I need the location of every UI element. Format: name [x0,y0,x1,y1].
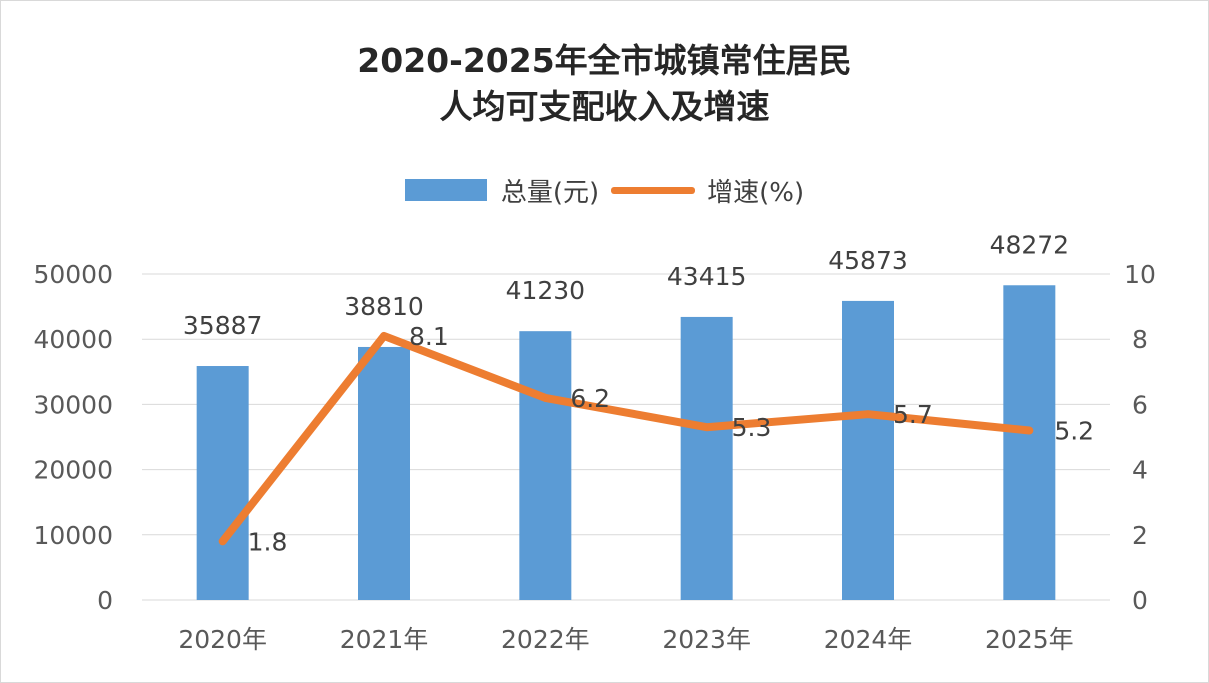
x-axis-ticks: 2020年 2021年 2022年 2023年 2024年 2025年 [178,625,1073,654]
grid-lines [142,273,1110,601]
y-right-tick-label: 8 [1132,325,1148,354]
line-point [705,426,708,429]
legend-label-growth: 增速(%) [707,177,805,208]
bar-value-label: 35887 [183,311,263,340]
line-point [1028,429,1031,432]
legend-swatch-bar [404,179,487,201]
line-value-label: 1.8 [248,527,288,556]
y-right-tick-label: 0 [1132,586,1148,615]
legend-item-total: 总量(元) [404,172,600,209]
chart-title: 2020-2025年全市城镇常住居民 人均可支配收入及增速 [0,38,1209,130]
line-point [544,396,547,399]
bar [680,316,733,600]
bar [1003,285,1056,600]
x-tick-label: 2021年 [340,625,429,654]
bar [842,300,894,600]
x-tick-label: 2025年 [985,625,1074,654]
x-tick-label: 2023年 [662,625,751,654]
line-value-label: 5.2 [1054,416,1094,445]
line-point [221,540,224,543]
y-right-tick-label: 6 [1132,390,1148,419]
left-axis-ticks: 0 10000 20000 30000 40000 50000 [33,260,113,615]
chart-title-line-1: 2020-2025年全市城镇常住居民 [357,41,852,80]
data-labels: 35887 38810 41230 43415 45873 48272 1.8 8.1 6.2 5… [183,230,1094,556]
y-left-tick-label: 10000 [33,521,113,550]
x-tick-label: 2020年 [178,625,267,654]
y-right-tick-label: 4 [1132,456,1148,485]
line-point [383,334,385,337]
bar-value-label: 45873 [828,246,908,275]
bar-value-label: 41230 [506,276,586,305]
line-value-label: 5.7 [893,400,933,429]
bar-value-label: 43415 [667,262,747,291]
bar-value-label: 48272 [990,230,1070,259]
bar [196,366,249,600]
bar-series [196,285,1056,600]
legend-swatch-line [611,186,696,194]
y-left-tick-label: 50000 [33,260,113,289]
line-value-label: 5.3 [732,413,772,442]
bar [358,346,410,600]
x-tick-label: 2024年 [824,625,913,654]
y-left-tick-label: 40000 [33,325,113,354]
bar [519,331,572,600]
y-left-tick-label: 20000 [33,456,113,485]
y-left-tick-label: 0 [97,586,113,615]
legend-label-total: 总量(元) [500,177,600,208]
y-right-tick-label: 10 [1124,260,1156,289]
line-point [867,413,869,416]
y-left-tick-label: 30000 [33,390,113,419]
growth-line [218,331,1034,546]
chart-legend: 总量(元) 增速(%) [0,170,1209,210]
right-axis-ticks: 0 2 4 6 8 10 [1124,260,1156,615]
line-series [218,331,1034,546]
line-value-label: 8.1 [409,322,449,351]
y-right-tick-label: 2 [1132,521,1148,550]
line-value-label: 6.2 [570,384,610,413]
bar-value-label: 38810 [344,292,424,321]
legend-item-growth: 增速(%) [611,172,804,209]
x-tick-label: 2022年 [501,625,590,654]
chart-title-line-2: 人均可支配收入及增速 [439,87,770,126]
